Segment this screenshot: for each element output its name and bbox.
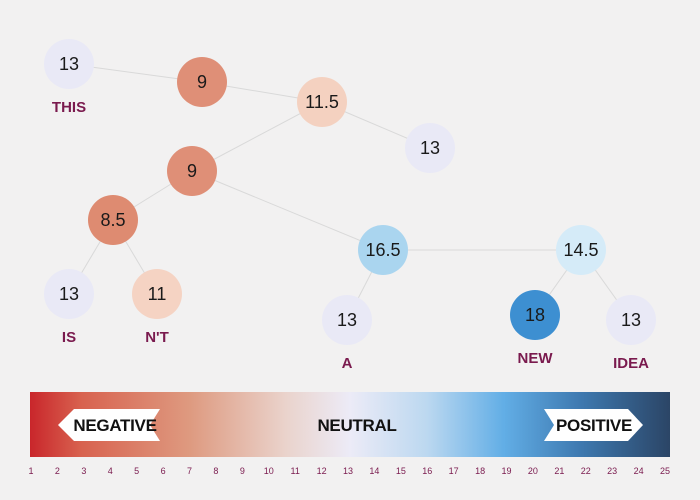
scale-tick-label: 7 — [187, 466, 192, 476]
tree-node: 9 — [177, 57, 227, 107]
node-score: 11.5 — [305, 92, 339, 112]
tree-node: 13 IDEA — [606, 295, 656, 372]
node-circle — [177, 57, 227, 107]
node-score: 9 — [187, 161, 197, 181]
scale-tick-label: 10 — [264, 466, 274, 476]
tree-node: 11 N'T — [132, 269, 182, 346]
node-word: NEW — [518, 350, 554, 367]
node-circle — [167, 146, 217, 196]
node-circle — [44, 39, 94, 89]
scale-tick-label: 18 — [475, 466, 485, 476]
negative-label: NEGATIVE — [73, 416, 156, 435]
scale-tick-label: 1 — [28, 466, 33, 476]
node-circle — [405, 123, 455, 173]
node-word: THIS — [52, 99, 86, 116]
node-score: 13 — [59, 54, 79, 74]
node-score: 13 — [59, 284, 79, 304]
scale-tick-label: 16 — [422, 466, 432, 476]
positive-label: POSITIVE — [556, 416, 632, 435]
node-score: 16.5 — [365, 240, 400, 260]
scale-tick-label: 14 — [369, 466, 379, 476]
node-score: 8.5 — [100, 210, 125, 230]
node-circle — [358, 225, 408, 275]
node-score: 13 — [621, 310, 641, 330]
tree-nodes: 13 THIS 9 11.5 13 9 8.5 13 IS 11 N'T 16.5 13 A 14.5 18 N… — [44, 39, 656, 372]
tree-node: 9 — [167, 146, 217, 196]
tree-node: 13 IS — [44, 269, 94, 346]
tree-node: 18 NEW — [510, 290, 560, 367]
node-circle — [556, 225, 606, 275]
scale-tick-label: 8 — [213, 466, 218, 476]
scale-tick-label: 24 — [634, 466, 644, 476]
tree-edge — [191, 170, 384, 251]
tree-node: 13 — [405, 123, 455, 173]
scale-tick-label: 5 — [134, 466, 139, 476]
scale-tick-label: 4 — [108, 466, 113, 476]
scale-tick-label: 3 — [81, 466, 86, 476]
tree-node: 13 THIS — [44, 39, 94, 116]
scale-tick-label: 12 — [317, 466, 327, 476]
sentiment-scale: NEGATIVE NEUTRAL POSITIVE 1 2 3 4 5 6 7 8 9 10 11 1… — [28, 392, 670, 476]
node-score: 18 — [525, 305, 545, 325]
scale-tick-label: 2 — [55, 466, 60, 476]
node-score: 13 — [337, 310, 357, 330]
tree-node: 13 A — [322, 295, 372, 372]
scale-tick-label: 20 — [528, 466, 538, 476]
node-score: 14.5 — [563, 240, 598, 260]
node-circle — [510, 290, 560, 340]
scale-tick-label: 13 — [343, 466, 353, 476]
scale-tick-label: 9 — [240, 466, 245, 476]
tree-node: 8.5 — [88, 195, 138, 245]
node-word: N'T — [145, 329, 169, 346]
node-score: 9 — [197, 72, 207, 92]
tree-node: 11.5 — [297, 77, 347, 127]
scale-tick-label: 19 — [501, 466, 511, 476]
tree-node: 16.5 — [358, 225, 408, 275]
node-circle — [88, 195, 138, 245]
scale-tick-label: 17 — [449, 466, 459, 476]
positive-arrow — [544, 409, 643, 441]
scale-tick-label: 22 — [581, 466, 591, 476]
node-circle — [44, 269, 94, 319]
node-word: IDEA — [613, 355, 649, 372]
node-score: 11 — [148, 284, 167, 304]
node-circle — [322, 295, 372, 345]
scale-tick-label: 23 — [607, 466, 617, 476]
scale-tick-label: 15 — [396, 466, 406, 476]
node-word: IS — [62, 329, 76, 346]
node-word: A — [342, 355, 353, 372]
scale-tick-label: 21 — [554, 466, 564, 476]
node-score: 13 — [420, 138, 440, 158]
negative-arrow — [58, 409, 160, 441]
scale-tick-label: 11 — [290, 466, 299, 476]
scale-tick-label: 6 — [161, 466, 166, 476]
neutral-label: NEUTRAL — [317, 416, 396, 435]
scale-ticks: 1 2 3 4 5 6 7 8 9 10 11 12 13 14 15 16 17 18 19 20 21 22 23 24 2… — [28, 466, 670, 476]
node-circle — [606, 295, 656, 345]
node-circle — [132, 269, 182, 319]
scale-tick-label: 25 — [660, 466, 670, 476]
node-circle — [297, 77, 347, 127]
tree-node: 14.5 — [556, 225, 606, 275]
